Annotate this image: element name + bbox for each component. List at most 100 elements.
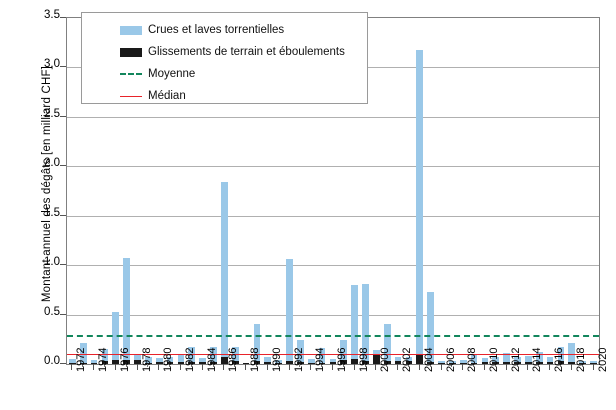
x-tick-mark	[581, 364, 583, 367]
bar-2014	[525, 356, 532, 364]
y-tick-label: 2.5	[44, 107, 60, 120]
bar-segment-landslides	[286, 361, 293, 364]
x-tick-mark	[310, 364, 312, 370]
bar-segment-landslides	[90, 362, 98, 364]
x-tick-label: 2010	[488, 347, 500, 372]
bar-segment-floods	[123, 258, 131, 361]
x-tick-label: 2000	[379, 347, 392, 372]
x-tick-mark	[560, 364, 561, 367]
x-tick-mark	[527, 364, 529, 370]
legend-label: Médian	[148, 90, 186, 102]
bar-1988	[242, 362, 250, 364]
x-tick-label: 1978	[140, 347, 153, 372]
x-tick-mark	[82, 364, 84, 367]
bar-2007	[449, 361, 456, 364]
bar-segment-landslides	[405, 361, 413, 364]
bar-segment-landslides	[69, 362, 76, 364]
legend-swatch-1	[120, 47, 142, 57]
bar-1978	[134, 354, 141, 364]
x-tick-label: 1992	[292, 347, 305, 372]
bar-segment-floods	[405, 357, 413, 362]
x-tick-mark	[299, 364, 301, 367]
x-tick-mark	[201, 364, 203, 370]
bar-segment-landslides	[264, 362, 272, 364]
x-tick-label: 1988	[249, 347, 262, 372]
bar-2011	[492, 357, 500, 364]
x-tick-mark	[592, 364, 594, 370]
y-tick-mark	[60, 214, 66, 216]
x-tick-label: 2016	[553, 347, 566, 372]
x-tick-mark	[93, 364, 95, 370]
bar-segment-landslides	[438, 362, 445, 364]
bar-segment-floods	[297, 340, 304, 363]
bar-segment-floods	[503, 353, 511, 363]
y-tick-label: 2.0	[44, 157, 60, 170]
bar-2015	[535, 352, 543, 364]
bar-1986	[221, 182, 228, 364]
x-tick-mark	[364, 364, 366, 367]
bar-1975	[101, 349, 109, 364]
bar-segment-landslides	[470, 362, 478, 364]
legend-item-1: Glissements de terrain et éboulements	[82, 41, 367, 63]
x-tick-mark	[114, 364, 116, 370]
bar-segment-floods	[307, 359, 315, 363]
bar-1981	[166, 357, 174, 364]
bar-segment-floods	[90, 360, 98, 363]
x-tick-mark	[136, 364, 138, 370]
bar-segment-floods	[253, 324, 261, 362]
bar-segment-landslides	[590, 362, 597, 364]
x-tick-mark	[408, 364, 409, 367]
x-tick-mark	[462, 364, 464, 370]
bar-1999	[362, 283, 369, 364]
x-tick-mark	[429, 364, 431, 367]
x-tick-mark	[212, 364, 214, 367]
x-tick-label: 1972	[75, 347, 88, 372]
bar-segment-landslides	[416, 355, 424, 364]
legend-item-3: Médian	[82, 85, 367, 107]
legend-swatch-0	[120, 25, 142, 35]
x-tick-label: 1984	[205, 347, 218, 372]
bar-1980	[155, 358, 163, 364]
bar-segment-floods	[134, 354, 141, 361]
legend-label: Moyenne	[148, 68, 196, 80]
bar-segment-floods	[145, 357, 152, 363]
x-tick-label: 2014	[531, 347, 544, 372]
bar-segment-landslides	[525, 362, 532, 364]
bar-segment-landslides	[79, 362, 87, 364]
x-tick-label: 1996	[336, 347, 348, 372]
x-tick-label: 2004	[422, 347, 435, 372]
bar-segment-landslides	[546, 362, 554, 364]
bar-segment-landslides	[329, 362, 337, 364]
x-tick-mark	[418, 364, 420, 370]
x-tick-mark	[473, 364, 475, 367]
bar-segment-landslides	[112, 360, 120, 364]
x-tick-mark	[549, 364, 551, 370]
bar-segment-landslides	[373, 355, 380, 364]
x-tick-label: 1982	[184, 347, 196, 372]
reference-line-médian	[67, 354, 599, 356]
x-tick-mark	[234, 364, 236, 367]
bar-2004	[416, 49, 424, 364]
x-tick-label: 1990	[270, 347, 283, 372]
x-tick-mark	[147, 364, 149, 367]
bar-2002	[394, 357, 402, 364]
y-tick-mark	[60, 165, 66, 167]
x-tick-mark	[397, 364, 399, 370]
bar-segment-landslides	[145, 362, 152, 364]
x-tick-mark	[353, 364, 355, 370]
bar-segment-landslides	[492, 362, 500, 364]
bar-segment-floods	[199, 358, 207, 363]
legend-label: Glissements de terrain et éboulements	[148, 46, 345, 58]
bar-segment-landslides	[557, 361, 565, 364]
gridline	[67, 116, 599, 118]
x-tick-label: 1998	[357, 347, 370, 372]
bar-2006	[438, 361, 445, 364]
bar-segment-floods	[69, 359, 76, 363]
bar-segment-floods	[373, 350, 380, 356]
x-tick-mark	[190, 364, 192, 367]
y-tick-label: 0.5	[44, 305, 60, 318]
bar-segment-floods	[535, 352, 543, 363]
bar-segment-landslides	[134, 360, 141, 364]
bar-segment-floods	[579, 361, 587, 363]
x-tick-mark	[223, 364, 225, 370]
